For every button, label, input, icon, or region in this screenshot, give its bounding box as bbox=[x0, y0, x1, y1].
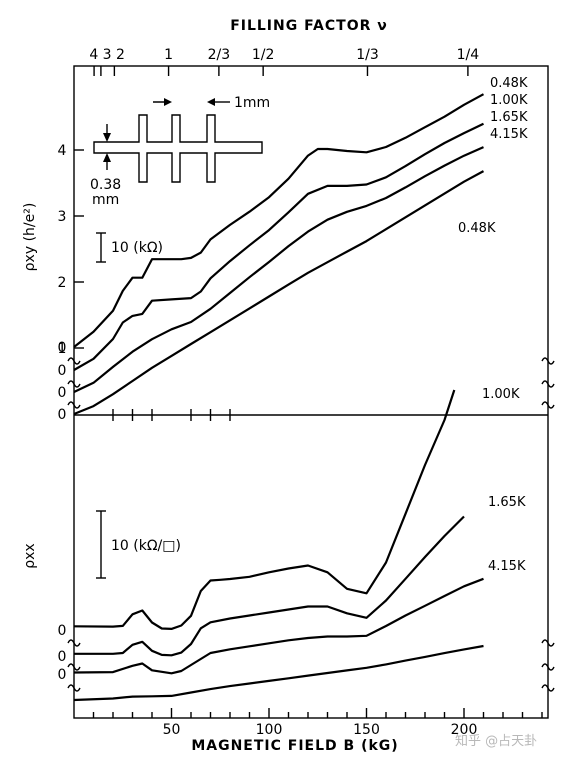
nu-label-1: 1 bbox=[164, 47, 173, 63]
rho-xy-label-4.15K: 4.15K bbox=[490, 127, 528, 142]
axis-break-1-548 bbox=[541, 380, 555, 388]
axis-break-5-74 bbox=[67, 684, 81, 692]
nu-label-4-3-2: 4 3 2 bbox=[89, 47, 125, 63]
rho-xx-curve-4.15K bbox=[73, 644, 484, 702]
lower-offset-zero-2: 0 bbox=[58, 667, 67, 683]
rho-xx-label-1.00K: 1.00K bbox=[482, 387, 520, 402]
chart-title: FILLING FACTOR ν bbox=[230, 18, 388, 34]
axis-break-3-548 bbox=[541, 639, 555, 647]
lower-offset-zero-0: 0 bbox=[58, 623, 67, 639]
nu-label-1-3: 1/3 bbox=[356, 47, 379, 63]
nu-label-1-2: 1/2 bbox=[252, 47, 275, 63]
upper-offset-zero-1: 0 bbox=[58, 363, 67, 379]
y-tick-label-2: 2 bbox=[58, 275, 67, 291]
rho-xy-curve-1.65K bbox=[73, 146, 484, 393]
rho-xx-label-4.15K: 4.15K bbox=[488, 559, 526, 574]
rho-xx-curve-1.65K bbox=[73, 577, 484, 675]
axis-break-2-548 bbox=[541, 401, 555, 409]
rho-xy-curve-4.15K bbox=[73, 170, 485, 416]
x-axis-label: MAGNETIC FIELD B (kG) bbox=[191, 738, 398, 754]
rho-xx-label-1.65K: 1.65K bbox=[488, 495, 526, 510]
upper-offset-zero-0: 0 bbox=[58, 340, 67, 356]
axis-break-4-74 bbox=[67, 663, 81, 671]
nu-label-1-4: 1/4 bbox=[457, 47, 480, 63]
axis-break-4-548 bbox=[541, 663, 555, 671]
axis-break-1-74 bbox=[67, 380, 81, 388]
upper-offset-zero-3: 0 bbox=[58, 407, 67, 423]
y-tick-label-3: 3 bbox=[58, 209, 67, 225]
plot-frame bbox=[73, 65, 549, 719]
upper-y-axis-label: ρxy (h/e²) bbox=[22, 203, 38, 272]
rho-xy-label-1.65K: 1.65K bbox=[490, 110, 528, 125]
axis-break-2-74 bbox=[67, 401, 81, 409]
upper-scale-bar-label: 10 (kΩ) bbox=[111, 240, 163, 256]
nu-label-2-3: 2/3 bbox=[208, 47, 231, 63]
rho-xx-curve-1.00K bbox=[74, 515, 465, 657]
axis-break-3-74 bbox=[67, 639, 81, 647]
x-tick-label-100: 100 bbox=[256, 722, 283, 738]
inset-height-label: 0.38 bbox=[90, 177, 121, 193]
lower-scale-bar-label: 10 (kΩ/□) bbox=[111, 538, 181, 554]
rho-xx-curve-0.48K bbox=[73, 389, 456, 630]
x-tick-label-200: 200 bbox=[451, 722, 478, 738]
rho-xy-label-0.48K: 0.48K bbox=[490, 76, 528, 91]
upper-scale-bar: 10 (kΩ) bbox=[96, 232, 163, 263]
rho-xx-label-0.48K: 0.48K bbox=[458, 221, 496, 236]
y-tick-label-1: 1 bbox=[58, 341, 67, 357]
axis-break-0-74 bbox=[67, 357, 81, 365]
rho-xy-curve-1.00K bbox=[73, 122, 484, 371]
inset-width-label: 1mm bbox=[234, 95, 270, 111]
rho-xy-label-1.00K: 1.00K bbox=[490, 93, 528, 108]
lower-scale-bar: 10 (kΩ/□) bbox=[96, 510, 181, 579]
watermark: 知乎 @占天卦 bbox=[455, 733, 537, 749]
x-tick-label-150: 150 bbox=[353, 722, 380, 738]
axis-break-0-548 bbox=[541, 357, 555, 365]
lower-y-axis-label: ρxx bbox=[22, 543, 38, 568]
inset-height-unit: mm bbox=[92, 192, 119, 208]
y-tick-label-4: 4 bbox=[58, 143, 67, 159]
hall-bar-inset: 1mm 0.38 mm bbox=[90, 95, 270, 208]
lower-offset-zero-1: 0 bbox=[58, 649, 67, 665]
upper-offset-zero-2: 0 bbox=[58, 385, 67, 401]
x-tick-label-50: 50 bbox=[163, 722, 181, 738]
rho-xy-curve-0.48K bbox=[73, 93, 485, 348]
axis-break-5-548 bbox=[541, 684, 555, 692]
